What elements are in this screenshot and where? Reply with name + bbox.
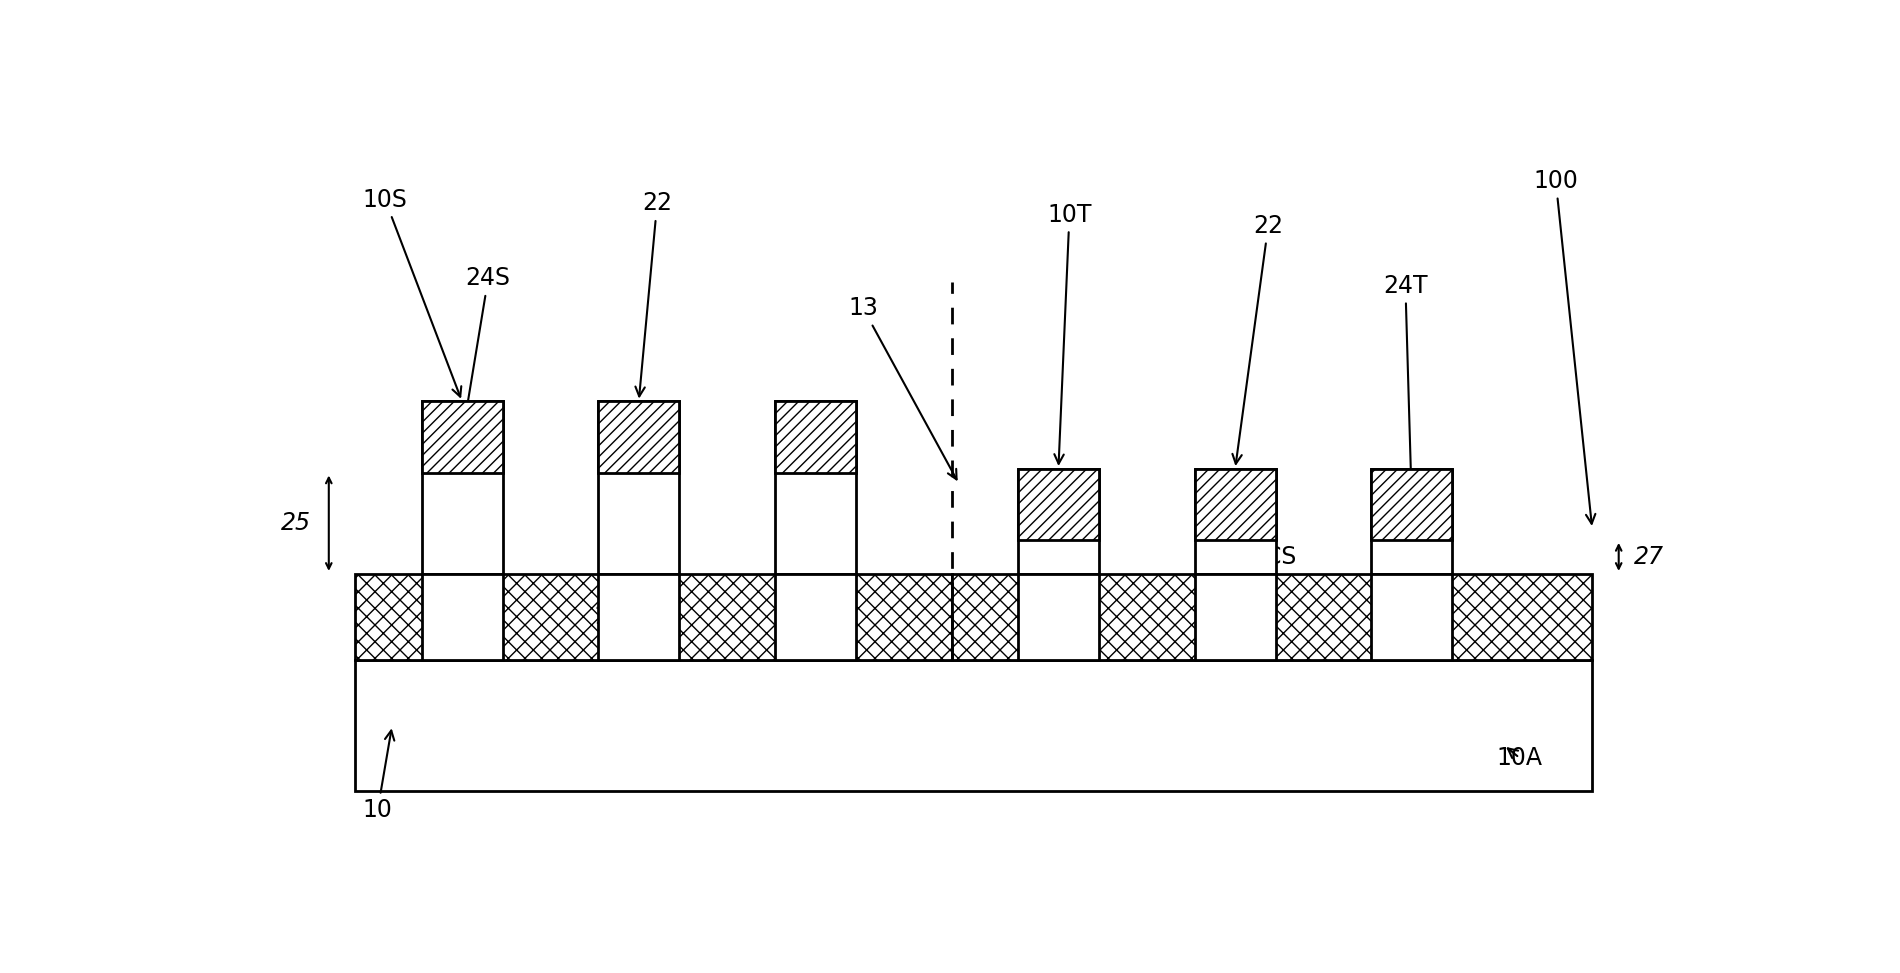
Text: 10CS: 10CS [1235, 545, 1296, 569]
Bar [952, 574, 1592, 660]
Bar [1372, 469, 1452, 574]
Bar [422, 574, 502, 660]
Text: 13: 13 [847, 297, 956, 480]
Bar [598, 402, 680, 473]
Text: 22: 22 [1233, 214, 1283, 464]
Text: 27: 27 [1634, 545, 1662, 569]
Bar [1018, 574, 1098, 660]
Text: 25: 25 [281, 511, 312, 535]
Bar [775, 402, 855, 473]
Bar [1018, 469, 1098, 574]
Bar [1018, 469, 1098, 540]
Text: 22: 22 [635, 192, 673, 396]
Text: 100: 100 [1533, 169, 1596, 523]
Bar [1372, 574, 1452, 660]
Bar [1195, 469, 1275, 574]
Text: 10B2: 10B2 [1208, 605, 1271, 629]
Bar [355, 574, 952, 660]
Bar [598, 574, 680, 660]
Bar [422, 402, 502, 473]
Bar [598, 402, 680, 574]
Text: 10A: 10A [1497, 746, 1543, 770]
Text: 10S: 10S [363, 188, 462, 397]
Bar [1372, 469, 1452, 540]
Bar [1195, 574, 1275, 660]
Text: 10T: 10T [1047, 202, 1092, 464]
Bar [775, 402, 855, 574]
Text: 24T: 24T [1383, 273, 1427, 499]
Bar [775, 574, 855, 660]
Text: 24S: 24S [460, 267, 511, 432]
Bar [422, 402, 502, 574]
Text: 10B1: 10B1 [593, 605, 654, 629]
Bar [355, 660, 1592, 791]
Text: 10: 10 [363, 731, 395, 822]
Bar [1195, 469, 1275, 540]
